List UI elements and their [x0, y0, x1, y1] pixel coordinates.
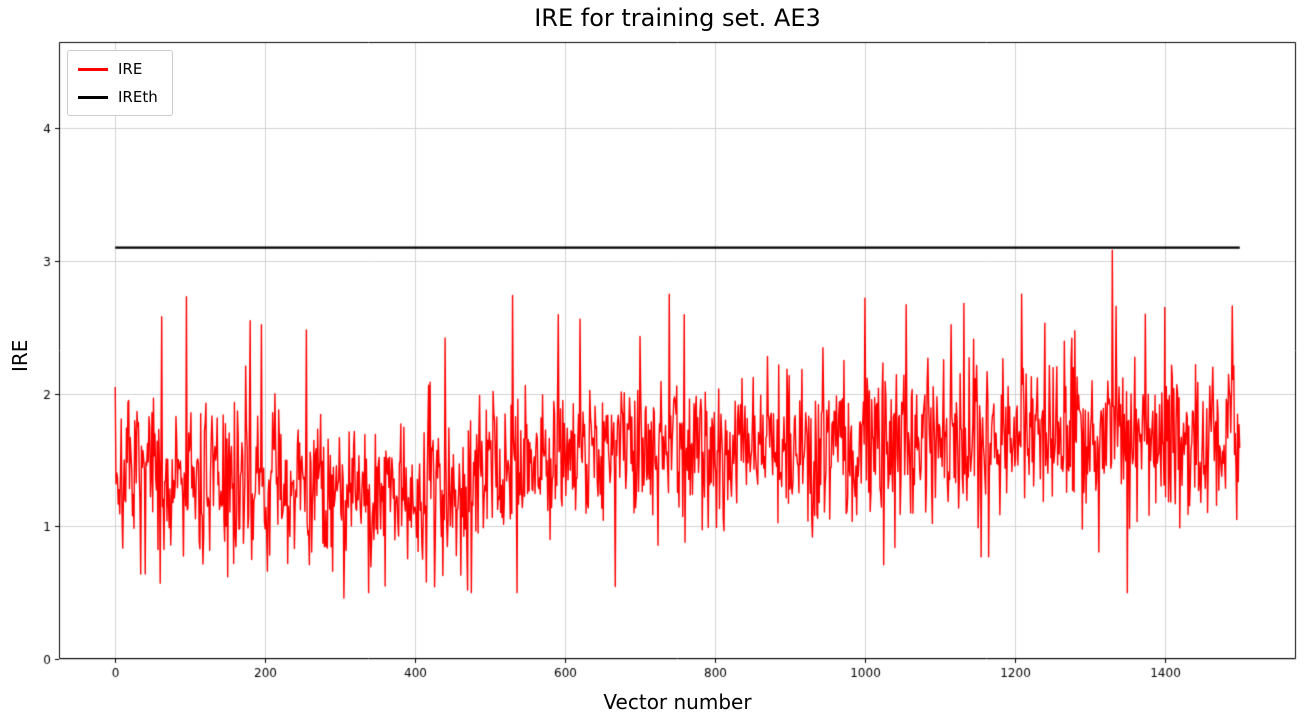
ireth-line-swatch [78, 95, 108, 99]
chart-title: IRE for training set. AE3 [534, 4, 821, 32]
legend-item-ire: IRE [78, 60, 158, 78]
x-axis-label: Vector number [603, 690, 752, 714]
legend-label-ire: IRE [118, 60, 143, 78]
y-axis-label: IRE [8, 339, 32, 372]
legend-item-ireth: IREth [78, 88, 158, 106]
legend: IRE IREth [67, 50, 173, 116]
legend-label-ireth: IREth [118, 88, 158, 106]
ire-line-swatch [78, 67, 108, 71]
